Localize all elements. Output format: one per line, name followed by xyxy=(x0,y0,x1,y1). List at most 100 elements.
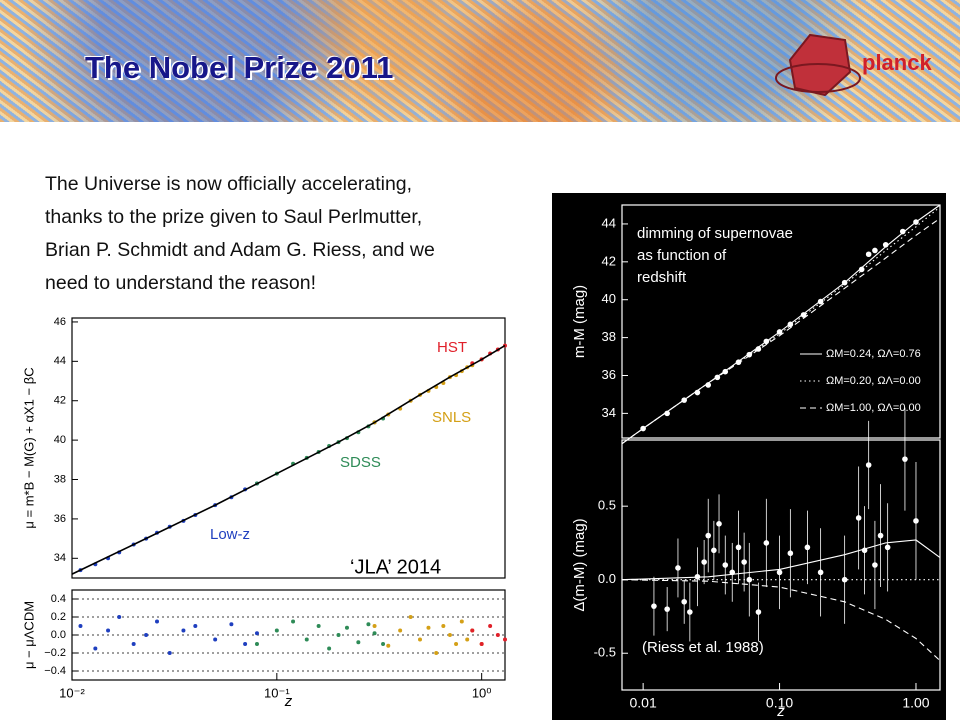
y-tick-label: 36 xyxy=(54,513,66,525)
data-point xyxy=(336,633,341,637)
data-point xyxy=(884,544,891,551)
data-point xyxy=(855,515,862,521)
data-point xyxy=(327,646,332,651)
data-point xyxy=(872,247,878,254)
data-point xyxy=(181,628,186,633)
data-point xyxy=(872,562,878,568)
data-point xyxy=(398,628,403,633)
data-point xyxy=(117,615,122,619)
annotation: ‘JLA’ 2014 xyxy=(350,556,441,578)
y-tick-label: 38 xyxy=(602,329,616,344)
model-line xyxy=(71,344,506,575)
data-point xyxy=(459,619,464,624)
data-point xyxy=(213,637,218,642)
y-axis-label: m-M (mag) xyxy=(571,285,588,358)
y-tick-label: 34 xyxy=(602,405,616,420)
legend-label: ΩM=1.00, ΩΛ=0.00 xyxy=(826,402,921,414)
plot-frame xyxy=(71,317,506,579)
y-tick-label: 42 xyxy=(602,253,616,268)
annotation: (Riess et al. 1988) xyxy=(642,639,764,656)
y-tick-label: 44 xyxy=(602,215,616,230)
data-point xyxy=(804,544,811,551)
y-tick-label: -0.5 xyxy=(594,645,616,660)
data-point xyxy=(722,562,729,568)
data-point xyxy=(131,642,136,646)
y-tick-label: −0.2 xyxy=(44,647,66,659)
y-tick-label: 36 xyxy=(602,367,616,382)
data-point xyxy=(93,646,98,651)
data-point xyxy=(488,624,493,628)
plot-frame xyxy=(621,204,941,439)
data-point xyxy=(865,462,872,468)
y-tick-label: 0.0 xyxy=(51,629,66,641)
body-text: The Universe is now officially accelerat… xyxy=(45,168,435,300)
data-point xyxy=(735,544,742,551)
data-point xyxy=(408,615,413,619)
x-axis-label: z xyxy=(776,703,785,720)
data-point xyxy=(434,651,439,655)
y-tick-label: 42 xyxy=(54,395,66,407)
data-point xyxy=(454,642,459,646)
data-point xyxy=(913,518,919,524)
figure-bg xyxy=(552,193,946,720)
data-point xyxy=(254,631,259,636)
data-point xyxy=(243,642,248,646)
series-label: HST xyxy=(437,339,467,356)
data-point xyxy=(386,643,391,648)
data-point xyxy=(254,642,259,646)
data-point xyxy=(705,532,712,539)
data-point xyxy=(154,619,159,624)
legend-label: ΩM=0.24, ΩΛ=0.76 xyxy=(826,348,921,360)
y-tick-label: 38 xyxy=(54,473,66,485)
y-tick-label: −0.4 xyxy=(44,665,66,677)
y-axis-label: Δ(m-M) (mag) xyxy=(571,518,588,611)
legend-label: ΩM=0.20, ΩΛ=0.00 xyxy=(826,375,921,387)
data-point xyxy=(902,456,908,462)
data-point xyxy=(316,624,321,628)
x-tick-label: 10⁰ xyxy=(472,685,492,700)
data-point xyxy=(78,624,83,628)
data-point xyxy=(193,624,198,628)
x-axis-label: z xyxy=(284,693,293,710)
data-point xyxy=(366,622,371,627)
y-axis-label: μ − μΛCDM xyxy=(21,601,36,669)
data-point xyxy=(106,628,111,633)
text-line: The Universe is now officially accelerat… xyxy=(45,173,413,195)
data-point xyxy=(344,625,349,630)
y-axis-label: μ = m*B − M(G) + αX1 − βC xyxy=(21,367,36,528)
data-point xyxy=(664,410,670,417)
data-point xyxy=(495,633,500,637)
data-point xyxy=(465,637,470,642)
text-line: need to understand the reason! xyxy=(45,272,317,294)
x-tick-label: 0.10 xyxy=(766,695,793,711)
data-point xyxy=(711,547,717,554)
data-point xyxy=(716,521,722,527)
data-point xyxy=(441,624,446,628)
series-label: SDSS xyxy=(340,454,381,471)
y-tick-label: 0.2 xyxy=(51,611,66,623)
data-point xyxy=(167,651,172,655)
slide-title: The Nobel Prize 2011 xyxy=(85,50,394,85)
annotation: as function of xyxy=(637,247,727,264)
data-point xyxy=(479,642,484,646)
text-line: Brian P. Schmidt and Adam G. Riess, and … xyxy=(45,239,435,261)
data-point xyxy=(503,637,507,642)
data-point xyxy=(701,559,707,565)
data-point xyxy=(817,569,824,576)
annotation: dimming of supernovae xyxy=(637,225,793,242)
data-point xyxy=(274,628,279,633)
data-point xyxy=(675,565,681,571)
model-line xyxy=(621,539,941,581)
data-point xyxy=(763,540,770,546)
series-label: Low-z xyxy=(210,526,250,543)
data-point xyxy=(664,606,670,612)
data-point xyxy=(144,633,149,637)
y-tick-label: 0.4 xyxy=(51,593,66,605)
annotation: redshift xyxy=(637,269,687,286)
y-tick-label: 0.5 xyxy=(598,498,616,513)
data-point xyxy=(372,631,377,636)
figure-bg xyxy=(30,305,510,715)
y-tick-label: 40 xyxy=(54,434,66,446)
